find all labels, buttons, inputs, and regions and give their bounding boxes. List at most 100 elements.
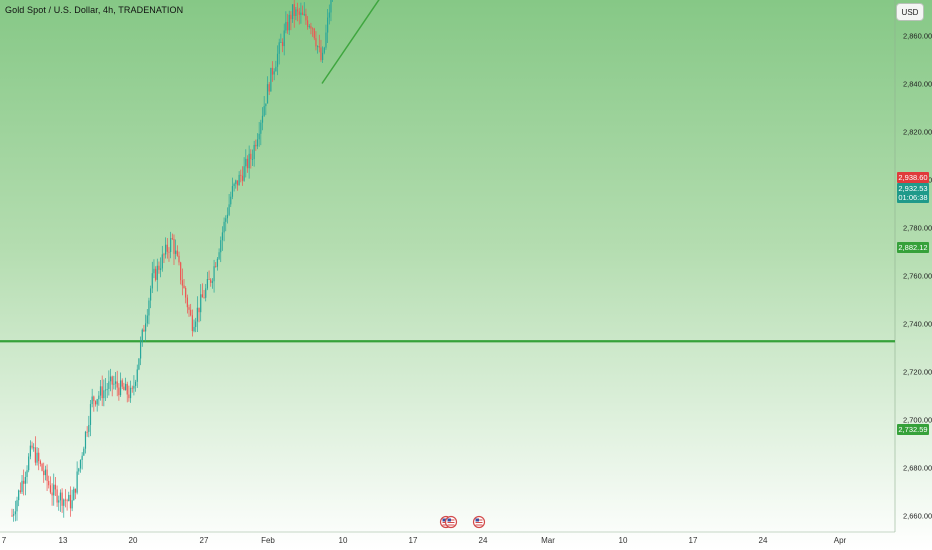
candle-body bbox=[240, 174, 242, 176]
price-tick-label: 2,780.00 bbox=[903, 224, 932, 233]
time-tick-label: Feb bbox=[261, 536, 275, 545]
candle-body bbox=[228, 204, 230, 215]
candle-body bbox=[139, 341, 142, 359]
candle-body bbox=[236, 180, 239, 186]
candle-body bbox=[246, 158, 249, 169]
candle-body bbox=[253, 144, 255, 160]
candle-body bbox=[221, 232, 224, 241]
candle-body bbox=[91, 396, 93, 405]
candle-body bbox=[158, 265, 160, 270]
candle-body bbox=[330, 0, 332, 13]
candle-body bbox=[113, 383, 115, 385]
candle-body bbox=[325, 32, 327, 48]
time-tick-label: 27 bbox=[200, 536, 209, 545]
time-tick-label: 7 bbox=[2, 536, 7, 545]
candle-body bbox=[66, 500, 68, 502]
candle-body bbox=[261, 115, 264, 123]
candle-body bbox=[156, 265, 158, 280]
candle-body bbox=[96, 399, 98, 405]
candle-body bbox=[86, 431, 88, 433]
candle-body bbox=[190, 309, 192, 316]
candle-body bbox=[220, 240, 222, 253]
candle-body bbox=[173, 238, 175, 254]
candle-body bbox=[39, 461, 41, 464]
bar-countdown-label: 01:06:38 bbox=[897, 193, 929, 203]
candle-body bbox=[171, 238, 173, 239]
time-tick-label: 10 bbox=[619, 536, 628, 545]
candle-body bbox=[99, 386, 102, 396]
candle-body bbox=[191, 315, 193, 332]
candle-body bbox=[18, 490, 20, 501]
candle-body bbox=[291, 4, 294, 20]
candle-body bbox=[213, 266, 215, 282]
candle-body bbox=[141, 329, 143, 342]
candle-body bbox=[198, 307, 200, 313]
candle-body bbox=[146, 315, 148, 324]
currency-selector[interactable]: USD bbox=[896, 3, 924, 21]
symbol-title: Gold Spot / U.S. Dollar, 4h, TRADENATION bbox=[5, 5, 184, 15]
candle-body bbox=[185, 288, 187, 298]
us-flag-icon[interactable] bbox=[444, 515, 458, 529]
candle-body bbox=[31, 445, 33, 448]
candle-body bbox=[151, 273, 153, 289]
candle-body bbox=[56, 489, 58, 503]
candle-body bbox=[206, 279, 208, 289]
candle-body bbox=[281, 42, 284, 47]
candle-body bbox=[114, 381, 117, 384]
price-tick-label: 2,820.00 bbox=[903, 128, 932, 137]
candle-body bbox=[241, 175, 244, 181]
candle-body bbox=[283, 30, 285, 47]
candle-body bbox=[48, 480, 50, 486]
candle-body bbox=[74, 488, 77, 493]
us-flag-icon[interactable] bbox=[472, 515, 486, 529]
candle-body bbox=[38, 452, 40, 462]
candle-body bbox=[258, 133, 260, 140]
candle-body bbox=[263, 106, 265, 116]
candle-body bbox=[323, 47, 325, 53]
candle-body bbox=[118, 387, 120, 396]
candle-body bbox=[203, 297, 205, 299]
time-tick-label: Apr bbox=[834, 536, 847, 545]
candle-body bbox=[64, 499, 67, 501]
candle-body bbox=[195, 321, 197, 327]
time-axis: 7 13 20 27 Feb 10 17 24 Mar 10 17 24 Apr bbox=[2, 536, 847, 545]
candle-body bbox=[271, 67, 274, 75]
horizontal-levels bbox=[0, 340, 895, 343]
candle-body bbox=[273, 71, 275, 75]
candle-body bbox=[296, 9, 299, 12]
candle-body bbox=[170, 238, 172, 252]
candle-body bbox=[98, 395, 100, 400]
candle-body bbox=[71, 500, 73, 509]
price-tick-label: 2,700.00 bbox=[903, 416, 932, 425]
candle-body bbox=[24, 476, 26, 484]
candle-body bbox=[285, 21, 287, 31]
time-tick-label: 24 bbox=[479, 536, 488, 545]
price-tick-label: 2,860.00 bbox=[903, 32, 932, 41]
candle-body bbox=[193, 326, 195, 332]
candle-body bbox=[134, 381, 137, 386]
candle-body bbox=[36, 452, 38, 463]
candle-body bbox=[119, 380, 122, 396]
candle-body bbox=[59, 492, 62, 501]
candle-body bbox=[44, 469, 46, 476]
candle-body bbox=[270, 67, 272, 92]
candle-body bbox=[166, 244, 168, 252]
candle-body bbox=[181, 280, 183, 286]
candle-body bbox=[11, 515, 13, 517]
candle-body bbox=[201, 294, 203, 298]
candle-body bbox=[58, 500, 60, 503]
candle-body bbox=[225, 218, 227, 222]
ascending-trendline[interactable] bbox=[321, 0, 482, 84]
candle-body bbox=[138, 358, 140, 370]
price-tick-label: 2,740.00 bbox=[903, 320, 932, 329]
candlestick-series bbox=[11, 0, 333, 522]
candle-body bbox=[155, 268, 157, 280]
time-tick-label: 17 bbox=[689, 536, 698, 545]
candle-body bbox=[19, 490, 21, 492]
candle-body bbox=[33, 447, 35, 449]
candle-body bbox=[116, 381, 118, 388]
time-tick-label: Mar bbox=[541, 536, 555, 545]
candle-body bbox=[160, 268, 162, 270]
candle-body bbox=[183, 285, 185, 289]
